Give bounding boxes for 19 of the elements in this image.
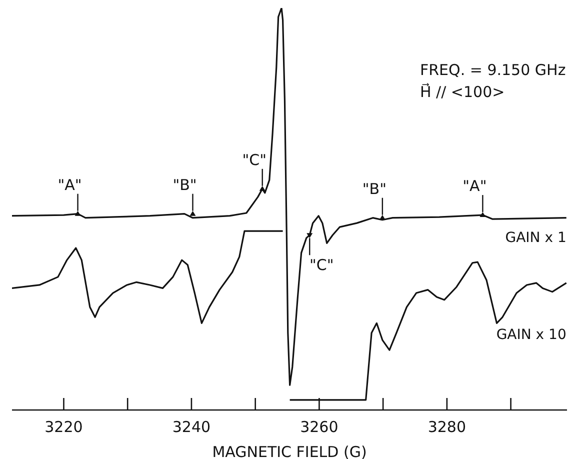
x-tick-label: 3220: [44, 418, 83, 436]
point: [306, 233, 313, 238]
annotation: "A": [462, 177, 487, 196]
series-label: GAIN x 1: [505, 230, 566, 246]
x-axis-title: MAGNETIC FIELD (G): [212, 443, 367, 459]
point: [480, 212, 486, 218]
x-tick-label: 3260: [300, 418, 338, 436]
annotation: "B": [362, 180, 386, 198]
annotation: "C": [242, 150, 266, 169]
series-label: GAIN x 10: [496, 326, 566, 343]
point: [74, 210, 81, 216]
x-tick-label: 3280: [428, 418, 466, 436]
annotation: H⃗ // <100>: [420, 82, 505, 101]
annotation: "B": [172, 176, 197, 194]
x-tick-label: 3240: [172, 418, 211, 436]
annotation: "A": [58, 176, 82, 194]
point: [259, 186, 266, 191]
annotation: FREQ. = 9.150 GHz: [420, 61, 566, 79]
annotation: "C": [309, 256, 334, 274]
